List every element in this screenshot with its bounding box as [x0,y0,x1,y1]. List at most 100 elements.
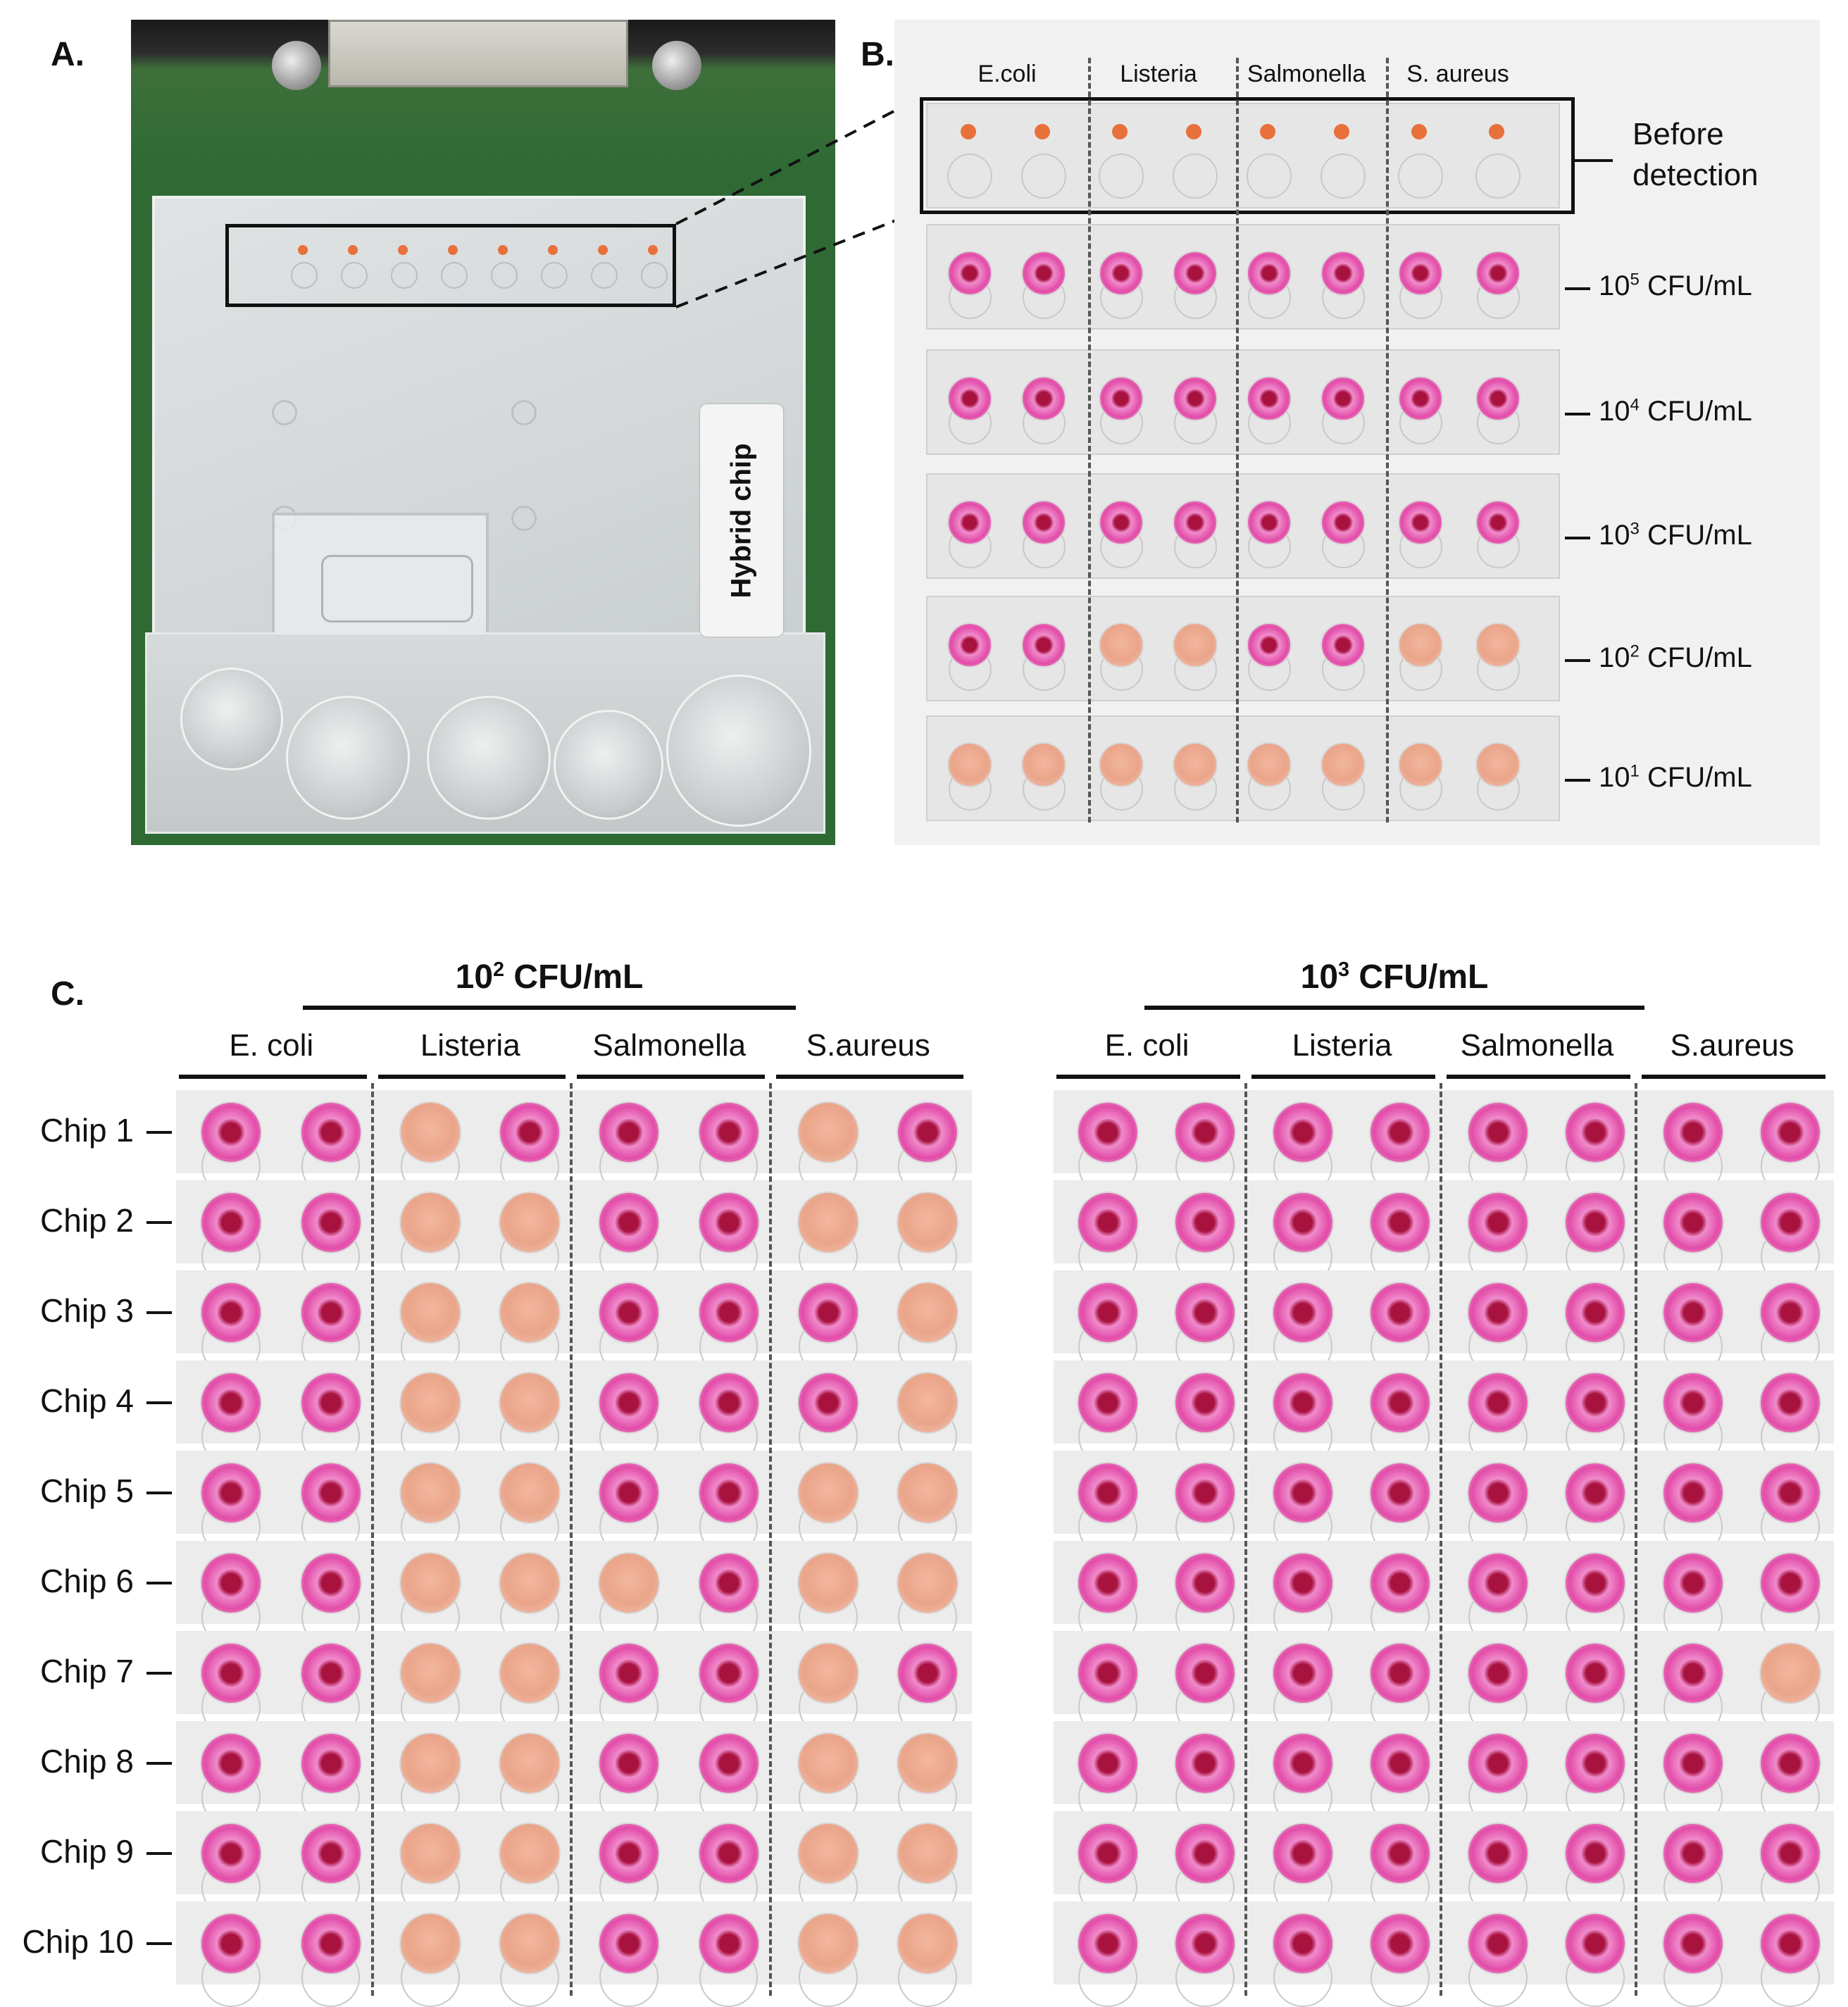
detection-well [947,251,992,296]
chip-well [1466,1101,1529,1163]
chip-well [1759,1732,1822,1794]
chip-well [1564,1552,1627,1614]
concentration-label-b-unit: CFU/mL [1639,642,1752,673]
chip-well [1369,1372,1432,1434]
chip-well [1564,1642,1627,1704]
chip-well [1759,1462,1822,1524]
panel-b-letter: B. [861,36,894,73]
detection-well [1099,376,1144,421]
concentration-header-c-exponent: 2 [493,958,505,981]
chip-row-label: Chip 10 [22,1923,134,1960]
detection-well [1475,623,1521,668]
species-divider-c [370,1083,374,1996]
chip-well [797,1462,859,1524]
chip-well [1174,1372,1237,1434]
detection-well [947,623,992,668]
species-header-c: S.aureus [806,1028,930,1063]
concentration-bar-c [1144,1006,1644,1010]
chip-well [1271,1552,1334,1614]
species-header-c: Salmonella [1460,1028,1614,1063]
chip-well [1174,1552,1237,1614]
detection-well [1398,742,1443,787]
chip-well [299,1642,362,1704]
chip-well [200,1282,263,1344]
chip-well [697,1913,760,1975]
chip-well [1076,1372,1139,1434]
chip-row-label: Chip 9 [40,1833,134,1870]
chip-well [499,1552,561,1614]
conc-tick-b [1565,659,1590,662]
mini-well-ring [341,262,368,289]
chip-well [1076,1101,1139,1163]
species-bar-c [377,1075,566,1079]
chip-well [1564,1101,1627,1163]
concentration-header-c-unit: CFU/mL [504,958,644,996]
species-bar-c [775,1075,963,1079]
chip-well [200,1462,263,1524]
before-well-ring [1398,154,1443,199]
chip-well [1466,1372,1529,1434]
mini-well-dot [648,245,658,255]
species-divider-b [1088,58,1091,823]
chip-well [1271,1462,1334,1524]
chip-well [1271,1192,1334,1253]
mini-well-dot [348,245,358,255]
detection-well [1321,623,1366,668]
chip-well [1661,1101,1724,1163]
detection-well [1021,742,1066,787]
detection-well [1321,742,1366,787]
concentration-header-c-exponent: 3 [1338,958,1350,981]
before-well-dot [1260,124,1275,139]
chip-well [797,1732,859,1794]
species-header-b: E.coli [978,61,1037,87]
chip-well [200,1372,263,1434]
concentration-label-b: 101 CFU/mL [1599,762,1752,794]
reservoir [286,696,410,820]
mini-well-dot [298,245,308,255]
before-well-dot [1489,124,1504,139]
chip-well [1466,1822,1529,1884]
chip-row-tick [146,1131,172,1134]
chip-well [1466,1552,1529,1614]
panel-a-letter: A. [51,36,85,73]
detection-well [1398,500,1443,545]
chip-well [1271,1282,1334,1344]
chip-well [598,1642,661,1704]
chip-row-tick [146,1852,172,1855]
chip-row-tick [146,1762,172,1765]
chip-well [598,1732,661,1794]
chip-well [1466,1732,1529,1794]
reservoir [180,668,283,770]
chip-label-card [700,404,783,637]
chip-well [1369,1101,1432,1163]
chip-row-tick [146,1221,172,1224]
concentration-header-c: 102 CFU/mL [303,958,796,996]
chip-well [499,1642,561,1704]
chip-well [598,1101,661,1163]
species-header-c: Salmonella [592,1028,747,1063]
detection-well [1099,742,1144,787]
chip-well [598,1192,661,1253]
concentration-label-b-base: 10 [1599,762,1630,793]
concentration-header-c: 103 CFU/mL [1144,958,1644,996]
before-well-ring [1247,154,1292,199]
chip-well [1564,1913,1627,1975]
chip-well [299,1913,362,1975]
chip-via [511,506,537,531]
chip-row-label: Chip 3 [40,1292,134,1329]
chip-well [1174,1192,1237,1253]
chip-well [1661,1822,1724,1884]
detection-well [1475,500,1521,545]
chip-well [399,1822,461,1884]
chip-well [697,1822,760,1884]
chip-well [1759,1552,1822,1614]
species-header-c: Listeria [420,1028,520,1063]
chip-window-inner [321,555,473,623]
chip-well [1759,1913,1822,1975]
species-bar-c [1447,1075,1630,1079]
concentration-label-b-exponent: 3 [1630,519,1640,539]
chip-well [1369,1642,1432,1704]
concentration-label-b-unit: CFU/mL [1639,520,1752,551]
chip-well [897,1732,959,1794]
